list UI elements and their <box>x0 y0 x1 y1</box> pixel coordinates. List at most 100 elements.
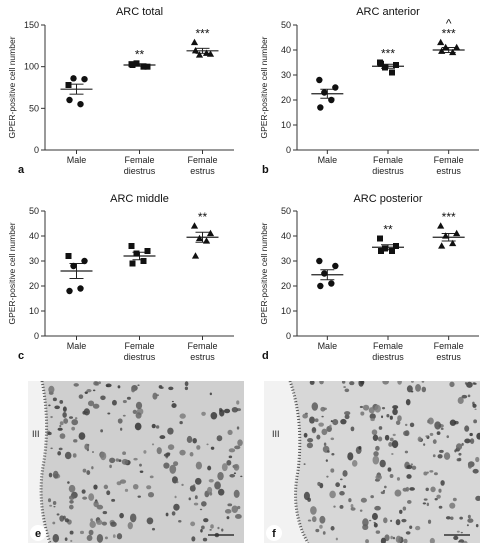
stained-cell <box>311 427 317 432</box>
stained-cell <box>189 452 194 457</box>
y-tick-label: 40 <box>29 231 39 241</box>
panel-label-badge <box>266 525 282 541</box>
micrograph-e-image: III e <box>28 381 244 543</box>
stained-cell <box>464 425 470 432</box>
stained-cell <box>467 518 474 523</box>
x-tick-label: Female estrus <box>187 155 217 176</box>
stained-cell <box>467 394 471 398</box>
stained-cell <box>209 392 212 396</box>
stained-cell <box>330 468 335 473</box>
stained-cell <box>184 386 189 391</box>
data-point <box>378 60 384 67</box>
stained-cell <box>359 509 363 512</box>
stained-cell <box>395 420 401 426</box>
stained-cell <box>116 533 123 540</box>
stained-cell <box>432 439 437 444</box>
stained-cell <box>406 500 412 504</box>
stained-cell <box>371 429 378 436</box>
stained-cell <box>380 491 385 495</box>
stained-cell <box>365 539 370 543</box>
stained-cell <box>179 413 186 419</box>
significance-label: *** <box>195 27 209 41</box>
stained-cell <box>461 394 468 399</box>
stained-cell <box>458 452 462 456</box>
stained-cell <box>50 447 53 450</box>
stained-cell <box>59 433 66 439</box>
stained-cell <box>104 536 108 540</box>
stained-cell <box>360 381 365 385</box>
data-point <box>382 245 388 252</box>
stained-cell <box>119 512 124 519</box>
stained-cell <box>378 426 383 430</box>
stained-cell <box>399 509 403 514</box>
y-axis-label: GPER-positive cell number <box>259 222 269 324</box>
stained-cell <box>236 400 240 405</box>
stained-cell <box>421 381 425 383</box>
stained-cell <box>429 470 434 473</box>
stained-cell <box>112 534 116 538</box>
stained-cell <box>417 436 422 442</box>
stained-cell <box>432 454 436 458</box>
stained-cell <box>348 498 352 503</box>
stained-cell <box>475 523 479 528</box>
stained-cell <box>472 403 477 408</box>
stained-cell <box>224 509 232 514</box>
stained-cell <box>118 459 122 463</box>
chart-title: ARC anterior <box>356 6 420 18</box>
stained-cell <box>231 505 239 514</box>
stained-cell <box>68 416 74 419</box>
stained-cell <box>234 445 241 450</box>
stained-cell <box>159 386 164 389</box>
chart-panel-c: 0 10 20 30 40 50 ARC middle GPER-positive cell … <box>7 193 234 360</box>
stained-cell <box>111 498 116 502</box>
stained-cell <box>52 521 56 525</box>
stained-cell <box>70 498 73 500</box>
stained-cell <box>321 415 324 418</box>
stained-cell <box>151 527 156 531</box>
data-point <box>77 285 84 292</box>
stained-cell <box>391 440 399 449</box>
region-label: III <box>32 429 40 439</box>
stained-cell <box>319 381 324 385</box>
stained-cell <box>404 423 408 427</box>
stained-cell <box>343 485 347 489</box>
stained-cell <box>459 516 463 520</box>
stained-cell <box>176 480 179 484</box>
stained-cell <box>133 457 138 461</box>
stained-cell <box>307 437 314 443</box>
stained-cell <box>101 521 108 526</box>
stained-cell <box>56 513 60 516</box>
stained-cell <box>156 447 162 455</box>
stained-cell <box>430 486 436 493</box>
stained-cell <box>391 452 394 455</box>
stained-cell <box>427 519 432 524</box>
stained-cell <box>397 415 402 422</box>
stained-cell <box>321 428 328 436</box>
stained-cell <box>360 497 367 503</box>
panel-label: e <box>35 528 41 540</box>
stained-cell <box>119 479 127 484</box>
stained-cell <box>382 381 389 385</box>
stained-cell <box>171 403 177 408</box>
stained-cell <box>339 491 345 496</box>
stained-cell <box>151 443 155 446</box>
x-tick-label: Female diestrus <box>124 155 156 176</box>
data-point <box>389 248 395 254</box>
stained-cell <box>168 386 174 391</box>
stained-cell <box>425 487 429 492</box>
data-point <box>144 63 151 70</box>
stained-cell <box>181 483 184 487</box>
stained-cell <box>184 381 189 387</box>
stained-cell <box>132 409 138 415</box>
x-tick-label: Male <box>318 155 338 165</box>
data-point <box>321 270 328 277</box>
stained-cell <box>461 442 464 446</box>
stained-cell <box>64 537 68 542</box>
stained-cell <box>388 441 393 447</box>
third-ventricle <box>264 381 308 543</box>
stained-cell <box>109 457 116 464</box>
stained-cell <box>88 493 95 501</box>
stained-cell <box>403 538 408 543</box>
y-tick-label: 50 <box>29 103 39 113</box>
stained-cell <box>171 511 176 516</box>
